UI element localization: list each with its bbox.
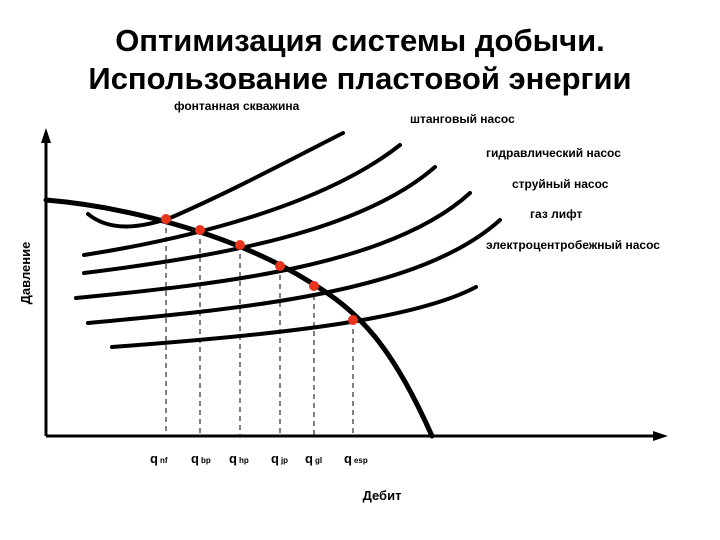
curve-gas-lift — [86, 218, 502, 325]
rate-label-qbp: q bp — [191, 451, 211, 466]
label-rod-pump: штанговый насос — [410, 112, 515, 126]
operating-point-qbp — [195, 225, 205, 235]
operating-point-qgl — [309, 281, 319, 291]
y-axis-label: Давление — [18, 242, 33, 305]
title-line-1: Оптимизация системы добычи. — [115, 23, 605, 58]
curve-esp — [110, 285, 478, 349]
label-esp: электроцентробежный насос — [486, 238, 660, 252]
page-title: Оптимизация системы добычи. Использовани… — [0, 22, 720, 98]
rate-label-qhp: q hp — [229, 451, 249, 466]
rate-label-qesp: q esp — [344, 451, 368, 466]
curve-hydraulic-pump — [82, 165, 437, 275]
rate-label-qnf: q nf — [150, 451, 168, 466]
y-axis-arrow — [41, 128, 51, 143]
operating-point-qnf — [161, 214, 171, 224]
title-line-2: Использование пластовой энергии — [88, 61, 632, 96]
curve-jet-pump — [74, 191, 472, 300]
x-axis-arrow — [653, 431, 668, 441]
curve-rod-pump — [82, 143, 402, 257]
operating-point-qesp — [348, 315, 358, 325]
operating-point-qhp — [235, 240, 245, 250]
operating-point-qjp — [275, 261, 285, 271]
label-flowing-well: фонтанная скважина — [174, 99, 300, 113]
label-gas-lift: газ лифт — [530, 207, 582, 221]
inflow-curve — [43, 197, 435, 439]
rate-label-qjp: q jp — [271, 451, 288, 466]
label-hydraulic-pump: гидравлический насос — [486, 146, 621, 160]
rate-label-qgl: q gl — [305, 451, 322, 466]
x-axis-label: Дебит — [363, 488, 402, 503]
curve-flowing-well — [86, 131, 345, 229]
label-jet-pump: струйный насос — [512, 177, 609, 191]
